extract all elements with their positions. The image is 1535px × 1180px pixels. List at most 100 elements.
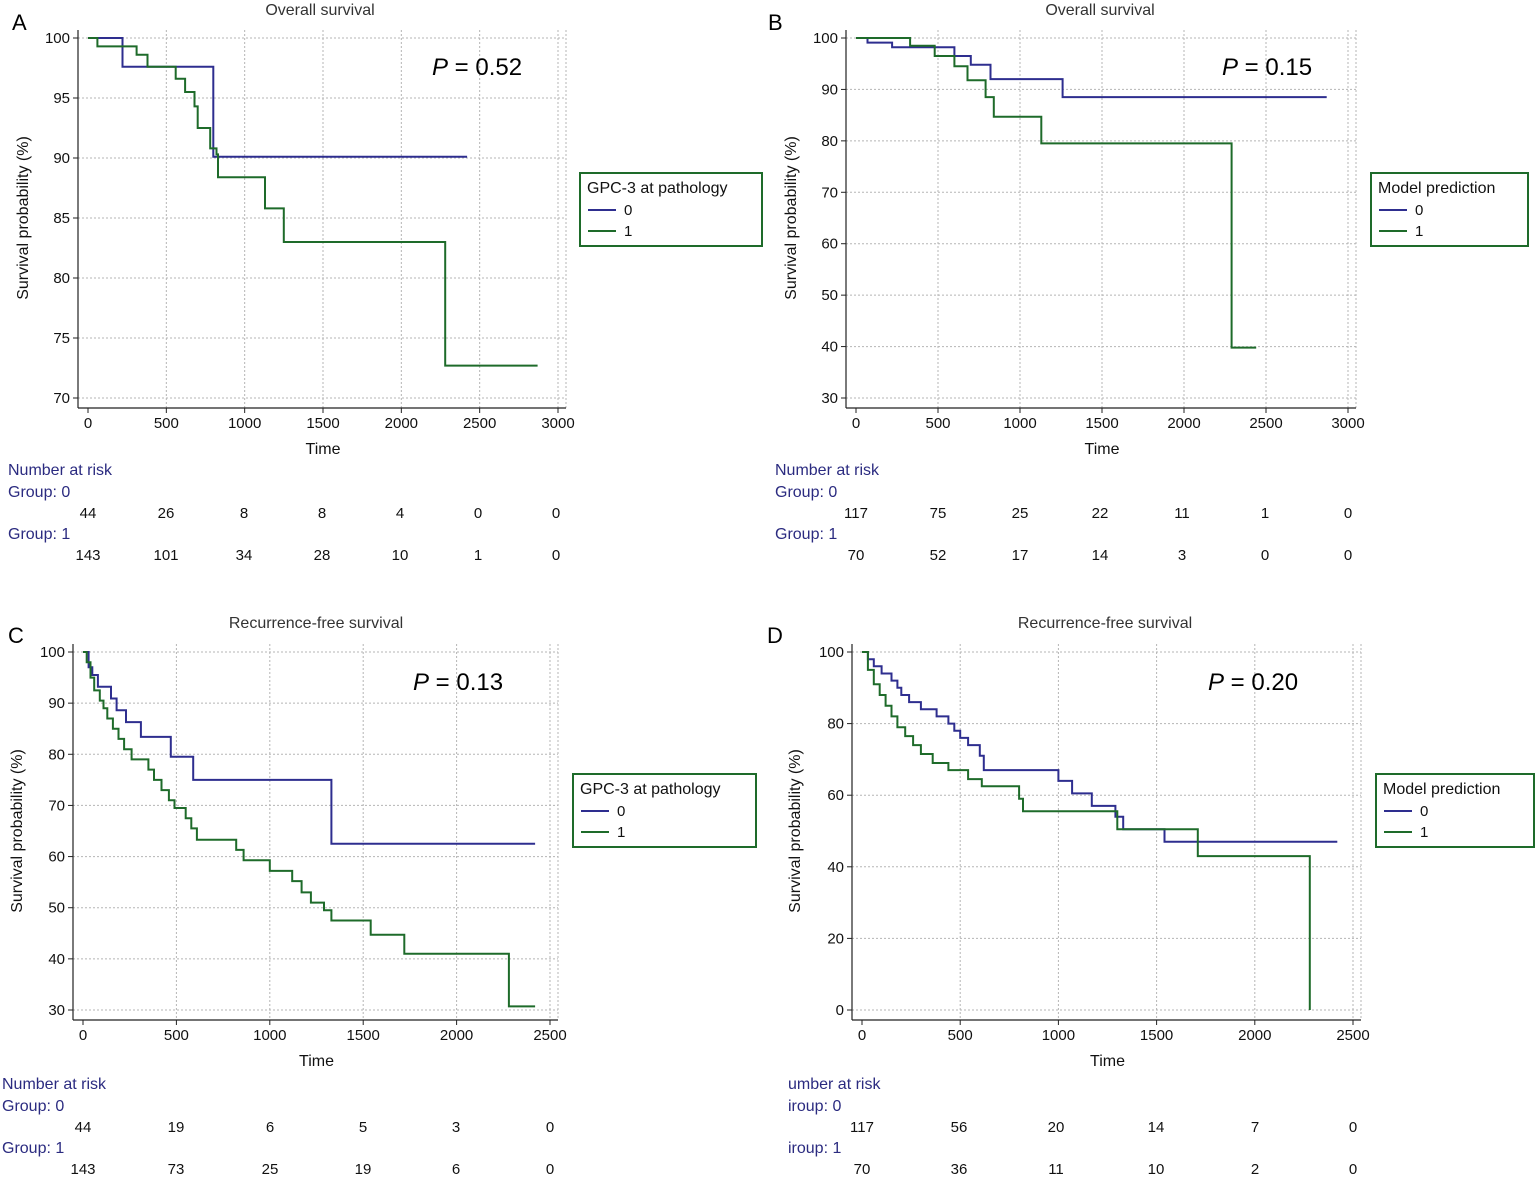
risk-count: 2 xyxy=(1251,1161,1259,1178)
risk-count: 25 xyxy=(262,1161,279,1178)
series-line-group-1 xyxy=(83,651,536,1008)
risk-count: 0 xyxy=(1349,1161,1357,1178)
risk-count: 10 xyxy=(1148,1161,1165,1178)
risk-count: 11 xyxy=(1048,1161,1064,1178)
legend: GPC-3 at pathology 0 1 xyxy=(579,172,763,247)
x-tick-label: 500 xyxy=(925,415,950,432)
risk-count: 19 xyxy=(355,1161,372,1178)
y-tick-label: 40 xyxy=(827,859,844,876)
y-tick-label: 100 xyxy=(813,30,838,47)
risk-count: 3 xyxy=(1178,547,1186,564)
p-value-label: P = 0.13 xyxy=(413,669,503,696)
risk-table-header: umber at risk xyxy=(788,1076,881,1093)
y-tick-label: 60 xyxy=(821,236,838,253)
x-tick-label: 0 xyxy=(852,415,860,432)
risk-count: 44 xyxy=(80,505,97,522)
y-tick-label: 80 xyxy=(48,746,65,763)
y-tick-label: 80 xyxy=(821,133,838,150)
legend-title: Model prediction xyxy=(1378,180,1495,197)
risk-count: 117 xyxy=(850,1119,874,1136)
series-line-group-1 xyxy=(862,651,1311,1010)
risk-count: 143 xyxy=(70,1161,95,1178)
x-tick-label: 500 xyxy=(164,1027,189,1044)
series-line-group-0 xyxy=(88,37,468,158)
y-tick-label: 75 xyxy=(53,330,70,347)
risk-count: 52 xyxy=(930,547,947,564)
y-tick-label: 60 xyxy=(827,787,844,804)
risk-group-label: Group: 1 xyxy=(2,1140,64,1157)
p-value-text: = 0.20 xyxy=(1224,669,1298,696)
legend: GPC-3 at pathology 0 1 xyxy=(572,773,757,848)
x-tick-label: 1000 xyxy=(1042,1027,1075,1044)
x-tick-label: 1000 xyxy=(253,1027,286,1044)
risk-count: 0 xyxy=(552,505,560,522)
risk-count: 14 xyxy=(1092,547,1109,564)
x-tick-label: 2000 xyxy=(1238,1027,1271,1044)
y-tick-label: 100 xyxy=(40,644,65,661)
y-axis-label: Survival probability (%) xyxy=(15,136,32,300)
p-symbol: P xyxy=(432,54,448,81)
risk-count: 14 xyxy=(1148,1119,1165,1136)
y-tick-label: 100 xyxy=(45,30,70,47)
x-tick-label: 1500 xyxy=(347,1027,380,1044)
series-line-group-1 xyxy=(856,37,1257,349)
y-tick-label: 90 xyxy=(48,695,65,712)
panel-label: C xyxy=(8,623,24,648)
legend-label-group-1: 1 xyxy=(1420,824,1428,841)
y-tick-label: 60 xyxy=(48,849,65,866)
risk-count: 10 xyxy=(392,547,409,564)
risk-table: Number at risk Group: 0 44 26 8 8 4 0 0 Group: 1 1… xyxy=(8,462,560,564)
x-axis-label: Time xyxy=(1085,441,1120,458)
x-axis-label: Time xyxy=(306,441,341,458)
risk-count: 0 xyxy=(546,1161,554,1178)
series-line-group-0 xyxy=(856,37,1327,99)
risk-count: 0 xyxy=(546,1119,554,1136)
risk-table-header: Number at risk xyxy=(775,462,880,479)
x-tick-label: 2500 xyxy=(1336,1027,1369,1044)
x-tick-label: 3000 xyxy=(541,415,574,432)
x-tick-label: 2000 xyxy=(385,415,418,432)
risk-table: Number at risk Group: 0 44 19 6 5 3 0 Group: 1 14… xyxy=(2,1076,554,1178)
risk-count: 3 xyxy=(452,1119,460,1136)
y-tick-label: 20 xyxy=(827,930,844,947)
risk-count: 6 xyxy=(266,1119,274,1136)
y-tick-label: 40 xyxy=(48,951,65,968)
p-value-text: = 0.52 xyxy=(448,54,522,81)
risk-group-label: Group: 0 xyxy=(8,484,70,501)
risk-table-header: Number at risk xyxy=(8,462,113,479)
plot-title: Recurrence-free survival xyxy=(1018,615,1192,632)
risk-count: 8 xyxy=(240,505,248,522)
x-tick-label: 0 xyxy=(84,415,92,432)
risk-count: 75 xyxy=(930,505,947,522)
risk-count: 25 xyxy=(1012,505,1029,522)
y-tick-label: 70 xyxy=(48,797,65,814)
panel-label: B xyxy=(768,10,783,35)
p-symbol: P xyxy=(1222,54,1238,81)
risk-count: 8 xyxy=(318,505,326,522)
y-tick-label: 70 xyxy=(821,184,838,201)
risk-count: 34 xyxy=(236,547,253,564)
y-tick-label: 70 xyxy=(53,390,70,407)
risk-count: 7 xyxy=(1251,1119,1259,1136)
risk-count: 17 xyxy=(1012,547,1029,564)
risk-count: 20 xyxy=(1048,1119,1065,1136)
y-tick-label: 50 xyxy=(821,287,838,304)
x-tick-label: 1500 xyxy=(306,415,339,432)
risk-group-label: Group: 1 xyxy=(8,526,70,543)
x-tick-label: 3000 xyxy=(1331,415,1364,432)
legend-label-group-0: 0 xyxy=(624,202,632,219)
risk-count: 0 xyxy=(1349,1119,1357,1136)
y-tick-label: 90 xyxy=(821,81,838,98)
panel-label: A xyxy=(12,10,27,35)
x-tick-label: 1500 xyxy=(1085,415,1118,432)
risk-count: 1 xyxy=(1261,505,1269,522)
x-tick-label: 1500 xyxy=(1140,1027,1173,1044)
y-tick-label: 85 xyxy=(53,210,70,227)
legend-label-group-0: 0 xyxy=(1420,803,1428,820)
p-symbol: P xyxy=(413,669,429,696)
risk-count: 0 xyxy=(1261,547,1269,564)
